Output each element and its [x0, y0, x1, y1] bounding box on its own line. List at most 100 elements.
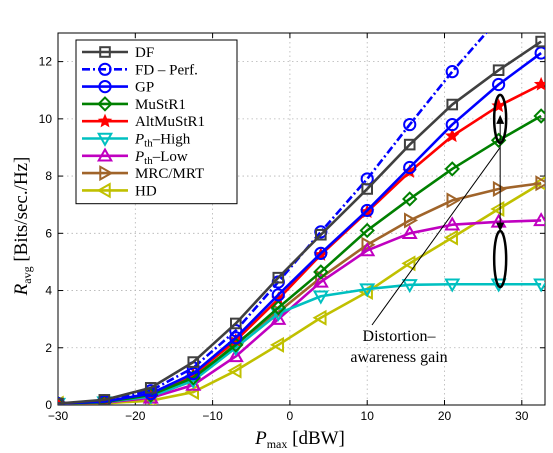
marker-circle	[98, 62, 112, 76]
y-tick-label: 4	[45, 284, 52, 298]
marker-square	[98, 394, 111, 405]
marker-tri-down	[444, 278, 461, 293]
marker-tri-down	[401, 279, 418, 294]
marker-square	[315, 228, 327, 241]
legend-entry: HD	[82, 182, 157, 199]
y-tick-label: 8	[45, 169, 52, 183]
marker-tri-up	[270, 310, 287, 325]
annotation-text-line2: awareness gain	[350, 349, 447, 366]
legend-label: Pth–High	[134, 132, 191, 150]
marker-square	[446, 98, 459, 111]
marker-tri-left	[269, 336, 285, 353]
marker-tri-right	[535, 175, 545, 192]
marker-tri-up	[312, 273, 329, 288]
marker-square	[403, 138, 416, 151]
marker-square	[361, 183, 374, 195]
marker-tri-left	[227, 362, 242, 379]
marker-square	[229, 317, 242, 330]
x-axis-label-main: P	[254, 428, 267, 449]
y-axis-label-unit: [Bits/sec./Hz]	[11, 157, 32, 267]
legend-entry: MuStR1	[82, 96, 186, 113]
marker-circle	[445, 65, 459, 79]
marker-star	[97, 113, 113, 128]
legend-label: MRC/MRT	[135, 166, 204, 182]
series-df	[58, 35, 545, 405]
marker-circle	[98, 80, 112, 94]
marker-tri-up	[227, 348, 244, 363]
marker-square	[58, 397, 64, 405]
marker-square	[535, 35, 545, 48]
marker-tri-right	[492, 180, 507, 197]
legend-label: Pth–Low	[134, 149, 188, 167]
legend-label: AltMuStR1	[135, 114, 205, 130]
marker-tri-right	[404, 212, 419, 229]
marker-tri-up	[185, 376, 202, 391]
legend-entry: DF	[82, 45, 154, 61]
x-axis-label-sub: max	[267, 437, 288, 451]
y-tick-label: 2	[45, 341, 52, 355]
y-tick-label: 12	[39, 55, 53, 69]
marker-tri-left	[401, 255, 416, 272]
marker-square	[272, 271, 285, 284]
series-line	[58, 51, 542, 405]
marker-star	[445, 128, 460, 143]
marker-tri-left	[96, 182, 111, 199]
marker-tri-right	[446, 192, 461, 209]
x-tick-label: −30	[48, 409, 69, 423]
legend-label: GP	[135, 80, 154, 96]
marker-tri-left	[490, 200, 505, 218]
x-axis-label: Pmax [dBW]	[254, 428, 345, 451]
series-line	[58, 182, 542, 405]
marker-circle	[403, 117, 417, 132]
marker-square	[492, 64, 505, 77]
marker-circle	[445, 117, 459, 132]
legend-label: FD – Perf.	[135, 62, 198, 78]
marker-circle	[360, 203, 374, 218]
legend-entry: FD – Perf.	[82, 62, 198, 78]
marker-tri-left	[443, 229, 458, 246]
marker-circle	[186, 366, 200, 381]
marker-star	[533, 76, 545, 91]
marker-tri-up	[401, 224, 418, 240]
series-line	[58, 40, 542, 405]
y-tick-label: 6	[45, 226, 52, 240]
marker-diamond	[533, 108, 545, 124]
marker-diamond	[313, 264, 329, 280]
legend-label: HD	[135, 183, 157, 199]
legend-label: MuStR1	[135, 97, 186, 113]
marker-circle	[314, 246, 328, 260]
marker-circle	[492, 77, 506, 92]
marker-tri-up	[533, 212, 545, 227]
marker-tri-down	[359, 283, 376, 298]
marker-square	[144, 382, 157, 394]
annotation-text-line1: Distortion–	[363, 328, 437, 345]
marker-tri-right	[361, 236, 376, 253]
marker-tri-down	[312, 290, 329, 305]
y-tick-label: 0	[45, 398, 52, 412]
legend-label: DF	[135, 45, 154, 61]
marker-square	[187, 356, 200, 368]
marker-tri-left	[312, 309, 327, 326]
x-axis-label-unit: [dBW]	[287, 428, 345, 449]
annotation-layer	[371, 93, 508, 326]
legend-entry: GP	[82, 80, 154, 96]
legend-entry: MRC/MRT	[82, 165, 204, 182]
annotation-arrowhead-up	[496, 114, 505, 124]
marker-tri-up	[359, 242, 376, 257]
annotation-arrowhead-down	[496, 222, 505, 232]
x-tick-label: −20	[125, 409, 146, 423]
marker-diamond	[97, 96, 113, 112]
marker-tri-up	[444, 216, 461, 231]
marker-diamond	[270, 299, 287, 316]
y-axis-label-sub: avg	[20, 266, 34, 283]
marker-tri-down	[533, 278, 545, 293]
x-tick-label: 0	[287, 409, 294, 423]
y-axis-label: Ravg [Bits/sec./Hz]	[11, 157, 34, 297]
marker-square	[99, 46, 111, 58]
marker-tri-right	[99, 165, 114, 182]
y-axis-label-main: R	[11, 283, 32, 296]
marker-tri-up	[96, 147, 114, 162]
marker-diamond	[402, 191, 418, 207]
marker-circle	[271, 288, 285, 302]
